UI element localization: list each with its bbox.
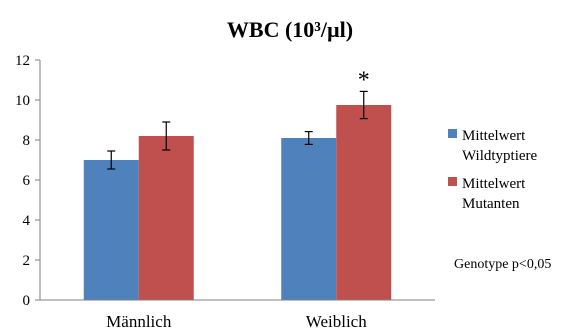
legend-label: Mittelwert <box>462 128 526 144</box>
legend-swatch <box>448 177 457 186</box>
chart-title: WBC (10³/µl) <box>227 17 353 42</box>
bar-Weiblich-Mittelwert-Mutanten <box>336 105 392 300</box>
significance-note: Genotype p<0,05 <box>454 257 551 272</box>
legend-swatch <box>448 129 457 138</box>
y-tick-label: 4 <box>23 213 31 229</box>
annotations: * <box>358 67 370 93</box>
x-category-label: Männlich <box>106 312 172 331</box>
y-tick-label: 8 <box>23 133 31 149</box>
bar-Weiblich-Mittelwert-Wildtyptiere <box>281 138 337 300</box>
x-category-label: Weiblich <box>306 312 367 331</box>
y-tick-label: 6 <box>23 173 31 189</box>
y-tick-label: 0 <box>23 293 31 309</box>
significance-star: * <box>358 67 370 93</box>
error-bars <box>107 90 368 170</box>
legend-label: Mutanten <box>462 196 520 212</box>
y-axis: 0 2 4 6 8 10 12 <box>15 53 41 309</box>
bar-Männlich-Mittelwert-Mutanten <box>138 136 194 300</box>
y-tick-label: 2 <box>23 253 31 269</box>
legend-label: Mittelwert <box>462 176 526 192</box>
x-axis: Männlich Weiblich <box>40 299 435 331</box>
legend-label: Wildtyptiere <box>462 148 538 164</box>
y-tick-label: 10 <box>15 93 30 109</box>
y-tick-label: 12 <box>15 53 30 69</box>
bar-Männlich-Mittelwert-Wildtyptiere <box>83 160 139 300</box>
legend: Mittelwert Wildtyptiere Mittelwert Mutanten <box>448 128 538 212</box>
bars <box>83 105 392 300</box>
